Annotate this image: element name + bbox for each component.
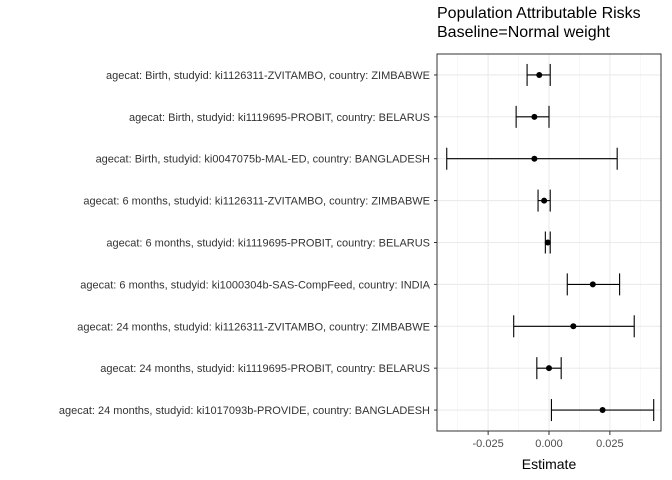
estimate-point	[531, 113, 538, 120]
estimate-point	[544, 239, 551, 246]
category-label: agecat: 6 months, studyid: ki1126311-ZVI…	[83, 196, 430, 208]
x-tick-label: -0.025	[473, 438, 504, 450]
category-label: agecat: 6 months, studyid: ki1000304b-SA…	[80, 279, 430, 291]
x-axis-title: Estimate	[522, 456, 577, 472]
category-label: agecat: 6 months, studyid: ki1119695-PRO…	[106, 238, 430, 250]
estimate-point	[531, 155, 538, 162]
category-label: agecat: Birth, studyid: ki1119695-PROBIT…	[129, 112, 430, 124]
estimate-point	[541, 197, 548, 204]
x-tick-label: 0.025	[596, 438, 624, 450]
estimate-point	[536, 71, 543, 78]
category-label: agecat: Birth, studyid: ki0047075b-MAL-E…	[96, 154, 430, 166]
category-label: agecat: 24 months, studyid: ki1119695-PR…	[100, 363, 430, 375]
category-label: agecat: 24 months, studyid: ki1017093b-P…	[59, 405, 430, 417]
category-labels: agecat: Birth, studyid: ki1126311-ZVITAM…	[59, 70, 437, 417]
chart-title: Population Attributable Risks	[437, 5, 641, 22]
category-label: agecat: 24 months, studyid: ki1126311-ZV…	[77, 321, 430, 333]
estimate-point	[589, 281, 596, 288]
category-label: agecat: Birth, studyid: ki1126311-ZVITAM…	[106, 70, 430, 82]
estimate-point	[599, 407, 606, 414]
chart-subtitle: Baseline=Normal weight	[437, 24, 610, 41]
x-axis-ticks: -0.025 0.000 0.025	[473, 431, 624, 450]
estimate-point	[546, 365, 552, 372]
estimate-point	[570, 323, 577, 330]
estimate-points	[531, 71, 606, 414]
x-tick-label: 0.000	[535, 438, 563, 450]
